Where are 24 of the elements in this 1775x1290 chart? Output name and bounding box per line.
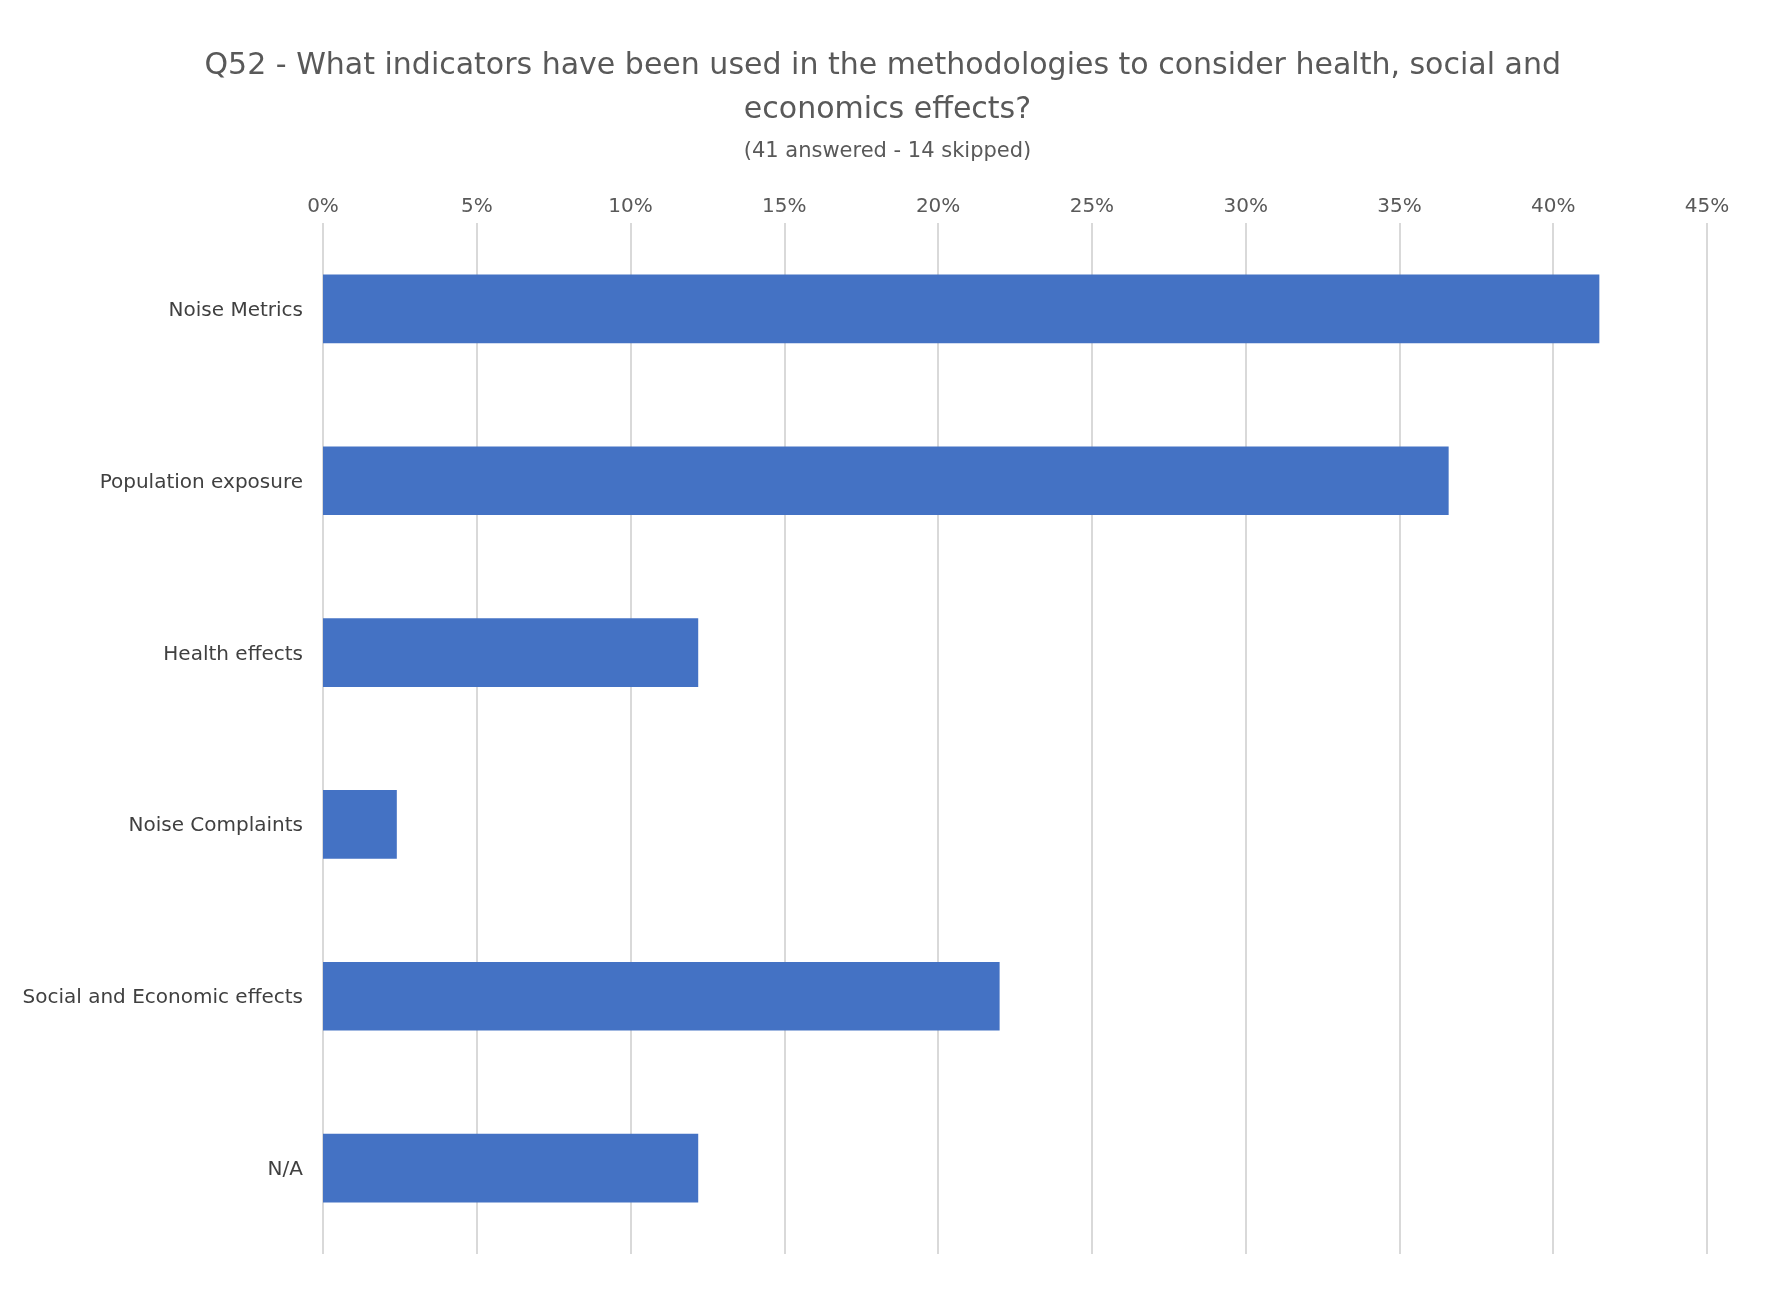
x-tick-label: 45%: [1684, 193, 1730, 217]
x-tick-label: 5%: [460, 193, 493, 217]
y-tick-label: Noise Metrics: [168, 296, 303, 321]
x-tick-label: 30%: [1223, 193, 1268, 217]
bar: [323, 274, 1600, 344]
y-tick-label: Health effects: [163, 640, 303, 665]
y-tick-label: N/A: [267, 1156, 304, 1181]
bar: [323, 1133, 699, 1203]
x-tick-label: 25%: [1069, 193, 1115, 217]
bar: [323, 961, 1000, 1031]
bar: [323, 446, 1449, 516]
chart-subtitle: (41 answered - 14 skipped): [743, 137, 1032, 162]
y-tick-label: Social and Economic effects: [22, 984, 303, 1009]
x-tick-label: 35%: [1377, 193, 1422, 217]
x-tick-label: 20%: [915, 193, 961, 217]
y-tick-label: Population exposure: [99, 468, 303, 493]
y-tick-label: Noise Complaints: [128, 812, 303, 837]
chart-title: Q52 - What indicators have been used in the methodologies to consider health, social and economics effects?: [204, 45, 1571, 125]
x-tick-label: 10%: [608, 193, 653, 217]
bar: [323, 618, 699, 687]
x-tick-label: 15%: [762, 193, 807, 217]
bar: [323, 790, 397, 859]
x-tick-label: 40%: [1531, 193, 1576, 217]
x-tick-label: 0%: [307, 193, 339, 217]
